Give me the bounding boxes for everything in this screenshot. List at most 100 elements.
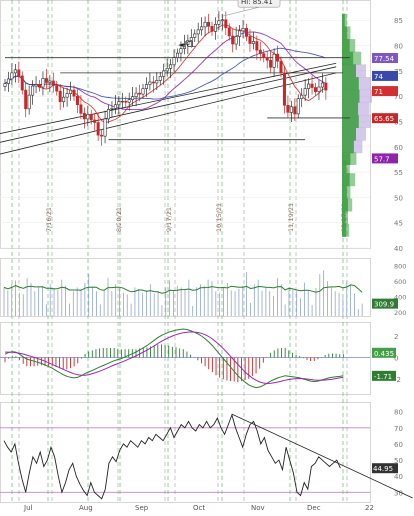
- volume-profile-core: [342, 26, 347, 40]
- price-badge: [372, 86, 398, 97]
- candle-body: [203, 21, 207, 28]
- candle-body: [82, 113, 86, 120]
- candle-body: [100, 134, 104, 137]
- candle-body: [6, 78, 10, 84]
- candle-body: [107, 109, 111, 120]
- date-marker-label: 10/15/21: [215, 203, 223, 232]
- price-tick-label: 70: [394, 93, 403, 101]
- volume-profile-core: [342, 160, 347, 174]
- candle-body: [34, 84, 38, 87]
- panel-frame-rsi: [0, 402, 371, 503]
- candle-body: [20, 75, 24, 91]
- price-tick-label: 40: [394, 245, 403, 253]
- price-badge-label: 77.54: [374, 55, 395, 63]
- volume-profile-core: [342, 127, 356, 141]
- candle-body: [44, 78, 48, 83]
- candle-body: [131, 96, 135, 101]
- candle-body: [324, 82, 328, 91]
- candle-body: [24, 89, 28, 110]
- candle-body: [313, 87, 317, 92]
- candle-body: [72, 89, 76, 97]
- candle-body: [258, 49, 262, 54]
- volume-profile-core: [342, 198, 348, 212]
- price-tick-label: 55: [394, 169, 403, 177]
- volume-profile-core: [342, 51, 354, 65]
- rsi-badge: [372, 463, 398, 474]
- candle-body: [251, 41, 255, 44]
- candle-body: [162, 70, 166, 77]
- volume-badge-label: 309.9: [374, 301, 394, 309]
- candle-body: [279, 60, 283, 74]
- price-badge: [372, 153, 398, 164]
- price-badge-label: 74: [374, 73, 383, 81]
- price-tick-label: 50: [394, 194, 403, 202]
- candle-body: [227, 27, 231, 37]
- candle-body: [238, 30, 242, 37]
- macd-badge: [372, 370, 396, 381]
- candle-body: [3, 83, 7, 87]
- macd-badge: [372, 347, 396, 358]
- candle-body: [193, 33, 197, 38]
- candle-body: [189, 37, 193, 41]
- rsi-tick-label: 40: [394, 473, 403, 481]
- volume-profile-core: [342, 77, 359, 91]
- rsi-tick-label: 50: [394, 457, 403, 465]
- rsi-tick-label: 80: [394, 409, 403, 417]
- macd-tick-label: 2: [394, 333, 398, 341]
- candle-body: [48, 80, 52, 83]
- candle-body: [151, 81, 155, 84]
- x-axis-label: Oct: [193, 504, 205, 512]
- price-tick-label: 45: [394, 220, 403, 228]
- price-badge: [372, 70, 398, 81]
- candle-body: [155, 80, 159, 84]
- candle-body: [148, 81, 152, 85]
- x-axis-label: Sep: [135, 504, 149, 512]
- candle-body: [248, 36, 252, 44]
- candle-body: [55, 85, 59, 92]
- panel-frame-macd: [0, 322, 371, 395]
- candle-body: [210, 26, 214, 32]
- candle-body: [141, 88, 145, 95]
- candle-body: [93, 119, 97, 123]
- candle-body: [37, 84, 41, 88]
- candle-body: [96, 122, 100, 136]
- candle-body: [169, 64, 173, 69]
- candle-body: [62, 96, 66, 103]
- rsi-trendline: [231, 413, 413, 499]
- candle-body: [65, 93, 69, 98]
- candle-body: [269, 59, 273, 68]
- volume-tick-label: 600: [394, 278, 406, 286]
- rsi-tick-label: 30: [394, 489, 403, 497]
- instrument-label: ◄/CL: [178, 40, 197, 49]
- price-tick-label: 60: [394, 144, 403, 152]
- candle-body: [13, 69, 17, 74]
- candle-body: [110, 108, 114, 110]
- volume-profile-core: [342, 211, 346, 225]
- x-axis-label: Jul: [23, 504, 33, 512]
- price-trendline: [0, 66, 337, 143]
- price-badge: [372, 53, 398, 64]
- volume-badge: [372, 298, 398, 309]
- candle-body: [200, 26, 204, 31]
- candle-body: [138, 92, 142, 95]
- candle-body: [17, 69, 21, 77]
- price-badge: [372, 113, 398, 124]
- volume-profile-core: [342, 173, 350, 187]
- candle-body: [265, 57, 269, 61]
- macd-line: [4, 328, 344, 389]
- volume-profile-core: [342, 223, 347, 237]
- date-marker-label: 7/16/21: [45, 207, 53, 232]
- rsi-badge-label: 44.95: [373, 465, 393, 473]
- volume-profile-core: [342, 102, 359, 116]
- candle-body: [303, 88, 307, 96]
- candle-body: [127, 99, 131, 103]
- candle-body: [27, 94, 31, 110]
- price-trendline: [0, 72, 337, 155]
- candle-body: [272, 53, 276, 68]
- rsi-tick-label: 70: [394, 425, 403, 433]
- date-marker-label: 9/17/21: [165, 207, 173, 232]
- volume-average-line: [3, 284, 363, 294]
- moving-average-line: [4, 24, 327, 123]
- candle-body: [103, 118, 107, 137]
